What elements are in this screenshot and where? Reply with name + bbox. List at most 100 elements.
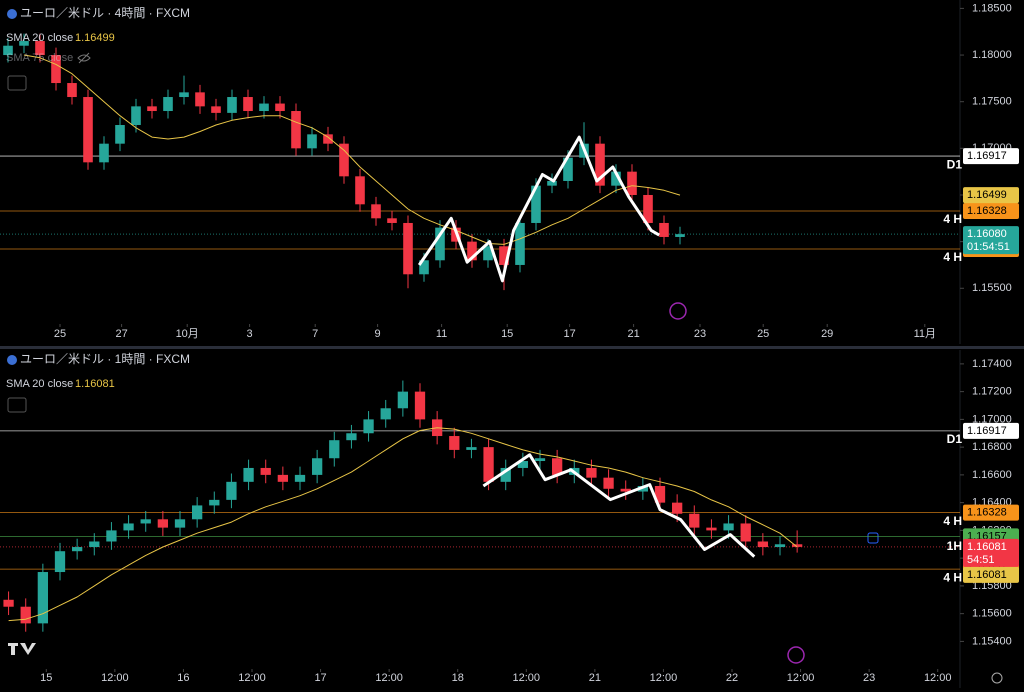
x-tick-label: 29 — [821, 328, 833, 340]
candle-body — [706, 527, 717, 531]
level-tag: D1 — [947, 432, 963, 446]
candle-body — [147, 106, 157, 112]
candle-body — [179, 92, 189, 98]
symbol-flag — [7, 9, 17, 19]
level-tag: D1 — [947, 157, 963, 171]
candle-body — [329, 440, 340, 459]
level-tag: 4 H — [943, 514, 962, 528]
candle-body — [51, 55, 61, 84]
x-tick-label: 21 — [627, 328, 639, 340]
candle-body — [163, 97, 173, 112]
candle-body — [675, 234, 685, 237]
candle-body — [403, 222, 413, 275]
candle-body — [586, 467, 597, 478]
candle-body — [515, 222, 525, 265]
x-tick-label: 7 — [312, 328, 318, 340]
x-tick-label: 23 — [694, 328, 706, 340]
event-icon[interactable] — [787, 646, 805, 664]
candle-body — [499, 246, 509, 265]
x-tick-label: 12:00 — [924, 672, 952, 684]
price-badge-label: 1.16081 — [967, 541, 1007, 553]
candle-body — [106, 530, 117, 542]
indicator-name: SMA 20 close — [6, 378, 73, 390]
candle-body — [483, 246, 493, 261]
candle-body — [363, 419, 374, 434]
candle-body — [552, 458, 563, 475]
candle-body — [19, 41, 29, 46]
x-tick-label: 11 — [436, 328, 447, 340]
alert-handle[interactable] — [867, 532, 879, 544]
settings-icon[interactable] — [991, 672, 1003, 684]
level-tag: 4 H — [943, 570, 962, 584]
sma-line — [8, 427, 798, 622]
candle-body — [643, 194, 653, 223]
price-badge — [963, 538, 1019, 567]
y-tick-label: 1.18500 — [972, 2, 1012, 14]
y-tick-label: 1.16800 — [972, 441, 1012, 453]
candle-body — [89, 541, 100, 548]
candle-body — [466, 447, 477, 450]
candle-body — [563, 157, 573, 181]
candle-body — [291, 111, 301, 149]
x-tick-label: 12:00 — [513, 672, 541, 684]
y-tick-label: 1.16600 — [972, 469, 1012, 481]
x-tick-label: 17 — [563, 328, 575, 340]
candle-body — [195, 92, 205, 107]
candle-body — [689, 513, 700, 528]
candle-body — [531, 185, 541, 223]
candle-body — [346, 433, 357, 441]
price-badge — [963, 566, 1019, 583]
candle-body — [380, 408, 391, 420]
candle-body — [740, 523, 751, 542]
x-tick-label: 21 — [589, 672, 601, 684]
price-badge — [963, 504, 1019, 521]
candle-body — [3, 599, 14, 607]
x-tick-label: 22 — [726, 672, 738, 684]
candle-body — [339, 143, 349, 177]
collapse-button[interactable] — [7, 397, 27, 413]
x-tick-label: 27 — [115, 328, 127, 340]
x-tick-label: 12:00 — [787, 672, 815, 684]
level-tag: 4 H — [943, 212, 962, 226]
candle-body — [54, 551, 66, 573]
indicator-name: SMA 75 close — [6, 52, 73, 64]
candle-body — [307, 134, 317, 149]
candle-body — [294, 474, 306, 482]
candle-body — [611, 171, 621, 186]
candle-body — [723, 523, 734, 531]
candle-body — [419, 260, 429, 275]
collapse-button[interactable] — [7, 75, 27, 91]
candle-body — [259, 103, 269, 112]
indicator-value: 1.16081 — [75, 378, 115, 390]
y-tick-label: 1.15600 — [972, 608, 1012, 620]
candle-body — [243, 467, 254, 482]
x-tick-label: 16 — [177, 672, 189, 684]
candle-body — [757, 541, 768, 548]
price-badge-label: 1.16917 — [967, 150, 1007, 162]
indicator-name: SMA 20 close — [6, 32, 73, 44]
x-tick-label: 17 — [314, 672, 326, 684]
logo — [8, 643, 36, 655]
zigzag-line — [417, 135, 660, 283]
candle-body — [260, 467, 271, 475]
y-tick-label: 1.17000 — [972, 413, 1012, 425]
price-badge-label: 1.16917 — [967, 425, 1007, 437]
countdown: 54:51 — [967, 554, 995, 566]
event-icon[interactable] — [669, 302, 687, 320]
price-badge-label: 1.16328 — [967, 205, 1007, 217]
x-tick-label: 23 — [863, 672, 875, 684]
candle-body — [483, 447, 494, 482]
level-tag: 4 H — [943, 250, 962, 264]
price-badge — [963, 187, 1019, 204]
level-tag: 1H — [947, 539, 962, 553]
indicator-value: 1.16499 — [75, 32, 115, 44]
candle-body — [67, 83, 77, 98]
x-tick-label: 25 — [757, 328, 769, 340]
candle-body — [435, 227, 445, 261]
candle-body — [595, 143, 605, 186]
candle-body — [211, 106, 221, 113]
chart-title: ユーロ／米ドル · 1時間 · FXCM — [20, 352, 190, 366]
candle-body — [226, 481, 237, 500]
candle-body — [371, 204, 381, 219]
